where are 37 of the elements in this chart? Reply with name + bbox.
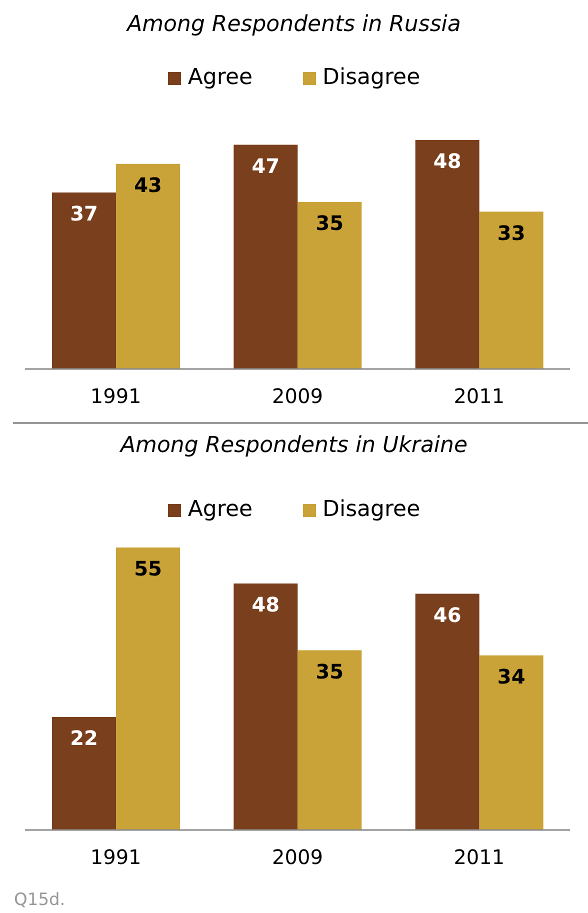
bar [52,717,116,830]
data-label: 35 [316,211,344,236]
bar [298,650,362,830]
legend-label: Agree [188,496,253,524]
text: Q15d. [14,889,66,911]
x-tick-label: 2009 [272,845,323,870]
chart-title: Among Respondents in Russia [125,11,462,39]
data-label: 37 [70,202,98,226]
data-label: 48 [433,149,462,174]
data-label: 47 [252,154,280,178]
data-label: 35 [316,659,344,684]
chart-title: Among Respondents in Ukraine [118,432,469,460]
data-label: 55 [134,556,162,581]
bar [479,212,544,369]
bar [415,140,480,369]
x-tick-label: 2011 [454,845,505,870]
legend-label: Agree [188,64,253,92]
bar [298,202,362,369]
x-tick-label: 2011 [454,384,505,408]
data-label: 43 [134,173,162,198]
legend-label: Disagree [322,64,420,92]
data-label: 33 [497,220,526,245]
data-label: 34 [497,664,526,689]
bar [479,655,544,830]
bar [234,144,298,369]
data-label: 46 [433,602,462,627]
legend-label: Disagree [322,496,420,524]
data-label: 48 [252,592,280,617]
x-tick-label: 2009 [272,384,323,408]
bar [234,583,298,830]
x-tick-label: 1991 [90,384,142,408]
data-label: 22 [70,726,98,750]
bar [52,192,116,369]
bar [116,164,180,369]
bar [116,548,180,830]
bar [415,594,480,830]
x-tick-label: 1991 [90,845,142,870]
